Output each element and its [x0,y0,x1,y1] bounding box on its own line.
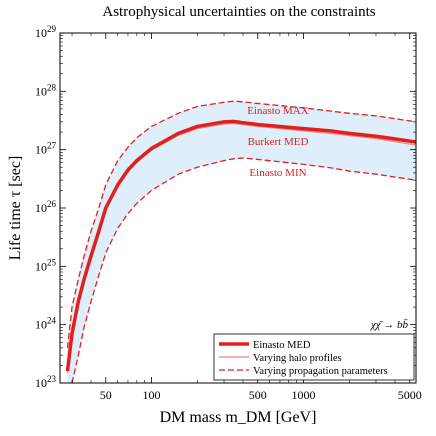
series-varying-propagation-parameters [66,100,416,348]
process-label: χχ̄ → bb̄ [370,319,409,331]
series-einasto-med [65,119,416,372]
annotation-einasto-min: Einasto MIN [249,167,306,179]
y-axis-label: Life time τ [sec] [7,156,24,261]
chart-title: Astrophysical uncertainties on the const… [102,4,375,20]
y-tick-label-4: 1027 [35,141,57,157]
series-einasto-min [71,157,416,383]
y-tick-label-5: 1028 [35,82,57,98]
y-tick-label-2: 1025 [35,257,57,273]
x-axis-label: DM mass m_DM [GeV] [160,409,317,426]
annotation-burkert-med: Burkert MED [248,136,309,148]
legend: Einasto MED Varying halo profiles Varyin… [213,333,415,381]
plot-area [65,100,416,383]
axis-ticks: 50 100 500 1000 5000 1023 1024 1025 1026 1027 1028… [35,24,422,402]
y-tick-label-6: 1029 [35,24,57,40]
x-tick-label-1000: 1000 [291,388,315,402]
annotation-einasto-max: Einasto MAX [247,105,308,117]
uncertainty-band [67,101,416,383]
x-tick-label-50: 50 [100,388,112,402]
y-tick-label-1: 1024 [35,316,57,332]
legend-label-halo-profiles: Varying halo profiles [253,353,342,364]
y-tick-label-3: 1026 [35,199,57,215]
legend-label-propagation: Varying propagation parameters [253,366,388,377]
x-tick-label-500: 500 [249,388,267,402]
y-tick-label-0: 1023 [35,374,57,390]
x-tick-label-100: 100 [143,388,161,402]
x-tick-label-5000: 5000 [398,388,422,402]
legend-label-einasto-med: Einasto MED [253,340,311,351]
